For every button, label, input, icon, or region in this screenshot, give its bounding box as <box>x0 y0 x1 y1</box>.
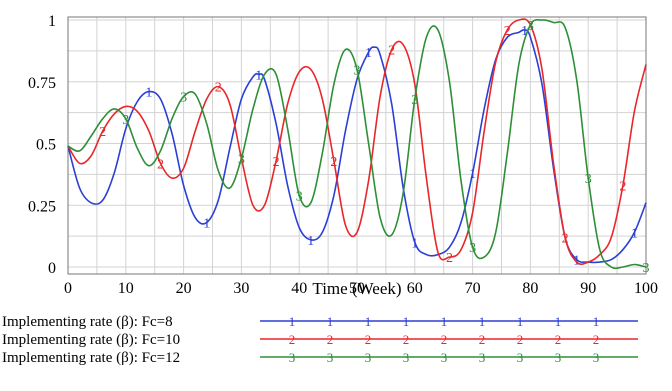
series-line-fc10 <box>67 18 647 266</box>
x-tick-label: 60 <box>407 280 423 297</box>
legend-marker: 3 <box>517 350 524 365</box>
legend: Implementing rate (β): Fc=8 1 1 1 1 1 1 1 1 1 Impl… <box>2 314 638 366</box>
legend-marker: 1 <box>479 314 486 329</box>
series-marker: 1 <box>203 217 210 232</box>
series-marker: 2 <box>388 44 395 59</box>
legend-marker: 2 <box>289 332 296 347</box>
x-tick-label: 70 <box>465 280 481 297</box>
series-marker: 1 <box>255 68 262 83</box>
x-tick-label: 20 <box>176 280 192 297</box>
series-marker: 2 <box>446 251 453 266</box>
legend-marker: 3 <box>593 350 600 365</box>
legend-marker: 3 <box>327 350 334 365</box>
series-marker: 1 <box>521 24 528 39</box>
legend-marker: 1 <box>517 314 524 329</box>
series-marker: 2 <box>157 157 164 172</box>
series-marker: 1 <box>365 46 372 61</box>
series-line-fc8 <box>67 28 647 264</box>
series-marker: 2 <box>330 155 337 170</box>
legend-marker: 1 <box>593 314 600 329</box>
x-axis-label: Time (Week) <box>312 279 401 298</box>
x-tick-label: 90 <box>580 280 596 297</box>
legend-marker: 1 <box>365 314 372 329</box>
x-tick-label: 50 <box>349 280 365 297</box>
series-marker: 1 <box>145 86 152 101</box>
y-axis-ticks: 0 0.25 0.5 0.75 1 <box>28 13 56 277</box>
x-tick-label: 80 <box>522 280 538 297</box>
series-marker: 1 <box>411 236 418 251</box>
y-tick-label: 0 <box>48 260 56 277</box>
series-marker: 2 <box>273 155 280 170</box>
legend-marker: 2 <box>555 332 562 347</box>
legend-marker: 1 <box>441 314 448 329</box>
series-marker: 2 <box>619 179 626 194</box>
series-marker: 2 <box>562 231 569 246</box>
y-tick-label: 0.25 <box>28 198 56 215</box>
legend-marker: 1 <box>289 314 296 329</box>
legend-marker: 1 <box>327 314 334 329</box>
series-marker: 3 <box>469 241 476 256</box>
series-marker: 1 <box>631 226 638 241</box>
legend-marker: 2 <box>593 332 600 347</box>
y-tick-label: 0.75 <box>28 75 56 92</box>
legend-marker: 3 <box>555 350 562 365</box>
legend-marker: 2 <box>479 332 486 347</box>
series-marker: 3 <box>238 152 245 167</box>
series-marker: 3 <box>296 189 303 204</box>
plot-frame <box>67 16 647 275</box>
legend-marker: 2 <box>517 332 524 347</box>
y-tick-label: 0.5 <box>36 137 56 154</box>
legend-label: Implementing rate (β): Fc=8 <box>2 314 173 330</box>
series-marker: 3 <box>354 63 361 78</box>
x-tick-label: 30 <box>233 280 249 297</box>
legend-label: Implementing rate (β): Fc=10 <box>2 332 180 348</box>
series-marker: 3 <box>180 91 187 106</box>
series-marker: 2 <box>504 24 511 39</box>
y-tick-label: 1 <box>48 13 56 30</box>
legend-marker: 2 <box>403 332 410 347</box>
legend-marker: 2 <box>365 332 372 347</box>
legend-label: Implementing rate (β): Fc=12 <box>2 350 180 366</box>
legend-marker: 3 <box>365 350 372 365</box>
series-marker: 1 <box>469 167 476 182</box>
x-tick-label: 100 <box>634 280 658 297</box>
x-axis-ticks: 0 10 20 30 40 50 60 70 80 90 100 <box>64 280 658 297</box>
legend-marker: 2 <box>441 332 448 347</box>
x-tick-label: 10 <box>118 280 134 297</box>
series-marker: 3 <box>527 19 534 34</box>
series-marker: 3 <box>122 113 129 128</box>
series-marker: 2 <box>215 81 222 96</box>
legend-marker: 3 <box>479 350 486 365</box>
series-marker: 3 <box>411 93 418 108</box>
series-marker: 2 <box>99 125 106 140</box>
legend-marker: 1 <box>555 314 562 329</box>
legend-marker: 2 <box>327 332 334 347</box>
series-marker: 3 <box>585 172 592 187</box>
series-marker: 3 <box>643 261 650 276</box>
x-tick-label: 40 <box>291 280 307 297</box>
legend-marker: 3 <box>403 350 410 365</box>
legend-marker: 3 <box>289 350 296 365</box>
series-line-fc12 <box>67 18 647 270</box>
x-tick-label: 0 <box>64 280 72 297</box>
legend-marker: 1 <box>403 314 410 329</box>
series-marker: 1 <box>307 234 314 249</box>
legend-marker: 3 <box>441 350 448 365</box>
